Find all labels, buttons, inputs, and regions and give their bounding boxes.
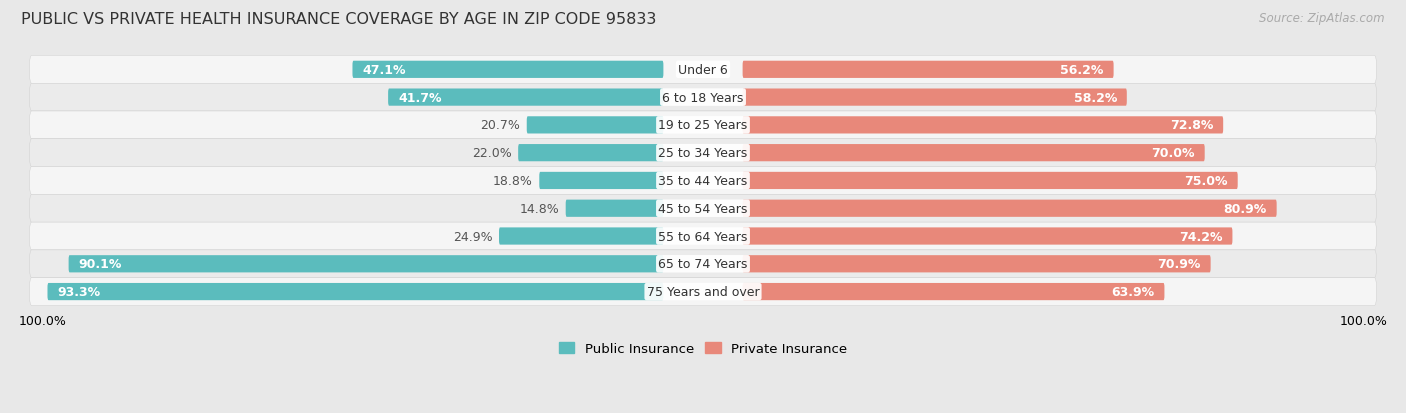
Text: 35 to 44 Years: 35 to 44 Years bbox=[658, 175, 748, 188]
Text: 25 to 34 Years: 25 to 34 Years bbox=[658, 147, 748, 160]
Text: 55 to 64 Years: 55 to 64 Years bbox=[658, 230, 748, 243]
FancyBboxPatch shape bbox=[30, 250, 1376, 278]
FancyBboxPatch shape bbox=[499, 228, 664, 245]
Text: 22.0%: 22.0% bbox=[472, 147, 512, 160]
Text: Source: ZipAtlas.com: Source: ZipAtlas.com bbox=[1260, 12, 1385, 25]
Text: 20.7%: 20.7% bbox=[481, 119, 520, 132]
Text: 74.2%: 74.2% bbox=[1180, 230, 1223, 243]
Text: 19 to 25 Years: 19 to 25 Years bbox=[658, 119, 748, 132]
Text: 45 to 54 Years: 45 to 54 Years bbox=[658, 202, 748, 215]
Text: 6 to 18 Years: 6 to 18 Years bbox=[662, 91, 744, 104]
FancyBboxPatch shape bbox=[742, 89, 1126, 107]
FancyBboxPatch shape bbox=[742, 283, 1164, 300]
FancyBboxPatch shape bbox=[742, 256, 1211, 273]
Text: 14.8%: 14.8% bbox=[519, 202, 560, 215]
FancyBboxPatch shape bbox=[30, 223, 1376, 250]
Text: Under 6: Under 6 bbox=[678, 64, 728, 77]
Text: 58.2%: 58.2% bbox=[1074, 91, 1116, 104]
FancyBboxPatch shape bbox=[742, 228, 1233, 245]
FancyBboxPatch shape bbox=[519, 145, 664, 162]
FancyBboxPatch shape bbox=[742, 172, 1237, 190]
FancyBboxPatch shape bbox=[48, 283, 664, 300]
FancyBboxPatch shape bbox=[742, 62, 1114, 79]
Legend: Public Insurance, Private Insurance: Public Insurance, Private Insurance bbox=[554, 337, 852, 360]
FancyBboxPatch shape bbox=[742, 145, 1205, 162]
FancyBboxPatch shape bbox=[69, 256, 664, 273]
Text: 63.9%: 63.9% bbox=[1111, 285, 1154, 298]
Text: 72.8%: 72.8% bbox=[1170, 119, 1213, 132]
FancyBboxPatch shape bbox=[527, 117, 664, 134]
Text: 75.0%: 75.0% bbox=[1184, 175, 1227, 188]
FancyBboxPatch shape bbox=[30, 84, 1376, 112]
FancyBboxPatch shape bbox=[565, 200, 664, 217]
Text: 24.9%: 24.9% bbox=[453, 230, 492, 243]
Text: 65 to 74 Years: 65 to 74 Years bbox=[658, 258, 748, 271]
FancyBboxPatch shape bbox=[30, 112, 1376, 140]
Text: 56.2%: 56.2% bbox=[1060, 64, 1104, 77]
FancyBboxPatch shape bbox=[30, 140, 1376, 167]
Text: 41.7%: 41.7% bbox=[398, 91, 441, 104]
Text: 70.0%: 70.0% bbox=[1152, 147, 1195, 160]
FancyBboxPatch shape bbox=[30, 195, 1376, 223]
FancyBboxPatch shape bbox=[30, 167, 1376, 195]
FancyBboxPatch shape bbox=[353, 62, 664, 79]
Text: 75 Years and over: 75 Years and over bbox=[647, 285, 759, 298]
Text: 93.3%: 93.3% bbox=[58, 285, 100, 298]
FancyBboxPatch shape bbox=[30, 56, 1376, 84]
Text: 47.1%: 47.1% bbox=[363, 64, 406, 77]
FancyBboxPatch shape bbox=[30, 278, 1376, 306]
Text: 70.9%: 70.9% bbox=[1157, 258, 1201, 271]
FancyBboxPatch shape bbox=[388, 89, 664, 107]
Text: PUBLIC VS PRIVATE HEALTH INSURANCE COVERAGE BY AGE IN ZIP CODE 95833: PUBLIC VS PRIVATE HEALTH INSURANCE COVER… bbox=[21, 12, 657, 27]
FancyBboxPatch shape bbox=[540, 172, 664, 190]
Text: 90.1%: 90.1% bbox=[79, 258, 122, 271]
FancyBboxPatch shape bbox=[742, 200, 1277, 217]
Text: 80.9%: 80.9% bbox=[1223, 202, 1267, 215]
FancyBboxPatch shape bbox=[742, 117, 1223, 134]
Text: 18.8%: 18.8% bbox=[494, 175, 533, 188]
